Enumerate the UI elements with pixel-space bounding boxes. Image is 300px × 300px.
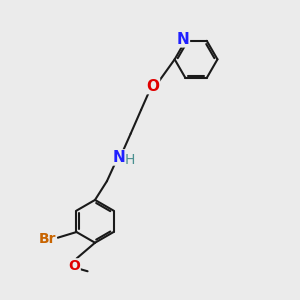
Text: N: N	[177, 32, 189, 47]
Text: Br: Br	[39, 232, 56, 246]
Text: O: O	[68, 259, 80, 273]
Text: O: O	[146, 79, 160, 94]
Text: H: H	[125, 153, 135, 167]
Text: N: N	[112, 150, 125, 165]
